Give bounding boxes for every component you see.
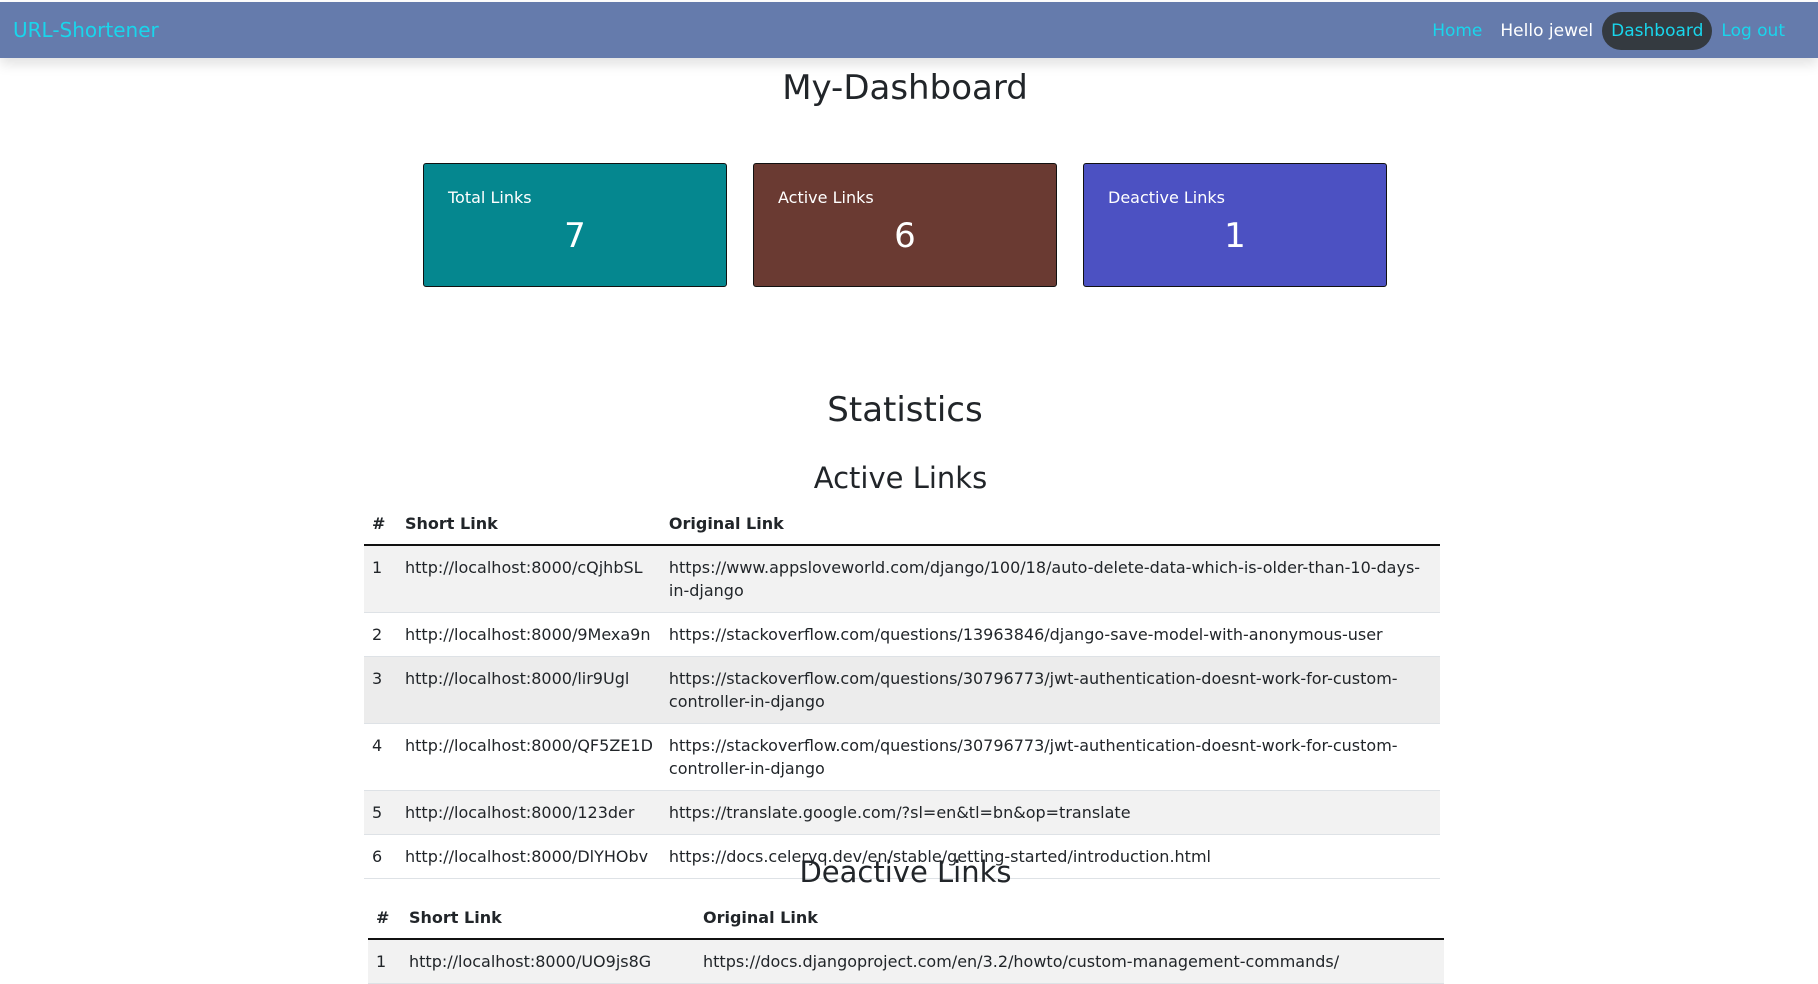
- original-link[interactable]: https://translate.google.com/?sl=en&tl=b…: [661, 791, 1440, 835]
- original-link[interactable]: https://stackoverflow.com/questions/1396…: [661, 613, 1440, 657]
- original-link[interactable]: https://stackoverflow.com/questions/3079…: [661, 657, 1440, 724]
- table-row: 1 http://localhost:8000/cQjhbSL https://…: [364, 545, 1440, 613]
- row-index: 4: [364, 724, 397, 791]
- nav-home-link[interactable]: Home: [1423, 12, 1491, 50]
- table-row: 5 http://localhost:8000/123der https://t…: [364, 791, 1440, 835]
- deactive-links-heading: Deactive Links: [364, 853, 1447, 891]
- card-label: Total Links: [448, 188, 532, 207]
- short-link[interactable]: http://localhost:8000/QF5ZE1D: [397, 724, 661, 791]
- statistics-heading: Statistics: [0, 388, 1810, 432]
- column-header: #: [364, 502, 397, 545]
- column-header: Original Link: [695, 896, 1444, 939]
- brand-link[interactable]: URL-Shortener: [13, 18, 159, 42]
- nav-dashboard-link[interactable]: Dashboard: [1602, 12, 1712, 50]
- deactive-links-card: Deactive Links 1: [1083, 163, 1387, 287]
- column-header: Original Link: [661, 502, 1440, 545]
- table-row: 3 http://localhost:8000/lir9Ugl https://…: [364, 657, 1440, 724]
- original-link[interactable]: https://www.appsloveworld.com/django/100…: [661, 545, 1440, 613]
- active-links-heading: Active Links: [364, 459, 1437, 497]
- total-links-card: Total Links 7: [423, 163, 727, 287]
- row-index: 3: [364, 657, 397, 724]
- short-link[interactable]: http://localhost:8000/123der: [397, 791, 661, 835]
- column-header: #: [368, 896, 401, 939]
- active-links-card: Active Links 6: [753, 163, 1057, 287]
- original-link[interactable]: https://stackoverflow.com/questions/3079…: [661, 724, 1440, 791]
- card-label: Deactive Links: [1108, 188, 1225, 207]
- active-links-table: # Short Link Original Link 1 http://loca…: [364, 502, 1440, 879]
- card-value: 1: [1084, 214, 1386, 258]
- short-link[interactable]: http://localhost:8000/UO9js8G: [401, 939, 695, 984]
- short-link[interactable]: http://localhost:8000/cQjhbSL: [397, 545, 661, 613]
- user-greeting: Hello jewel: [1491, 12, 1602, 50]
- deactive-links-table: # Short Link Original Link 1 http://loca…: [368, 896, 1444, 984]
- column-header: Short Link: [397, 502, 661, 545]
- nav-logout-link[interactable]: Log out: [1712, 12, 1794, 50]
- table-header-row: # Short Link Original Link: [368, 896, 1444, 939]
- card-value: 7: [424, 214, 726, 258]
- card-label: Active Links: [778, 188, 874, 207]
- table-header-row: # Short Link Original Link: [364, 502, 1440, 545]
- table-row: 4 http://localhost:8000/QF5ZE1D https://…: [364, 724, 1440, 791]
- row-index: 2: [364, 613, 397, 657]
- table-row: 1 http://localhost:8000/UO9js8G https://…: [368, 939, 1444, 984]
- row-index: 1: [364, 545, 397, 613]
- row-index: 5: [364, 791, 397, 835]
- column-header: Short Link: [401, 896, 695, 939]
- card-value: 6: [754, 214, 1056, 258]
- page-title: My-Dashboard: [0, 66, 1810, 110]
- table-row: 2 http://localhost:8000/9Mexa9n https://…: [364, 613, 1440, 657]
- row-index: 1: [368, 939, 401, 984]
- navbar: URL-Shortener Home Hello jewel Dashboard…: [0, 2, 1818, 58]
- original-link[interactable]: https://docs.djangoproject.com/en/3.2/ho…: [695, 939, 1444, 984]
- nav-menu: Home Hello jewel Dashboard Log out: [1423, 12, 1794, 50]
- short-link[interactable]: http://localhost:8000/9Mexa9n: [397, 613, 661, 657]
- short-link[interactable]: http://localhost:8000/lir9Ugl: [397, 657, 661, 724]
